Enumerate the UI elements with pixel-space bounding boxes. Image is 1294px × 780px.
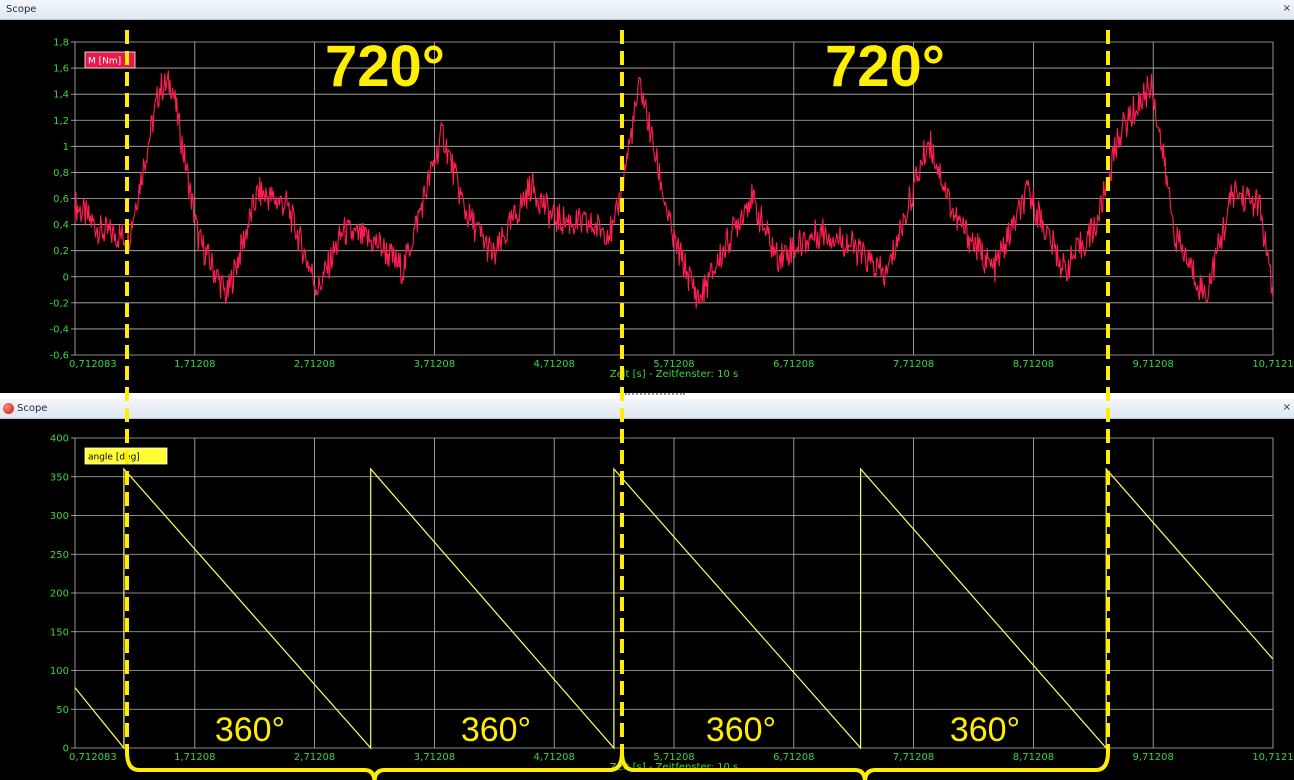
- y-tick-label: 1: [63, 142, 69, 153]
- y-tick-label: 0: [63, 272, 69, 283]
- cycle-brace: [125, 751, 624, 780]
- x-tick-label: 7,71208: [893, 752, 934, 763]
- angle-chart: 0,712083 1,71208 2,71208 3,71208 4,71208 5,71…: [0, 419, 1294, 780]
- x-axis-label: Zeit [s] - Zeitfenster: 10 s: [610, 369, 738, 380]
- y-tick-label: 400: [50, 434, 69, 445]
- scope-window-titlebar-bottom: Scope ×: [0, 399, 1294, 419]
- series-line-angle: [74, 467, 1274, 750]
- cycle-angle-label: 360°: [706, 711, 776, 749]
- close-icon[interactable]: ×: [1282, 3, 1291, 14]
- y-tick-label: 0,2: [53, 246, 69, 257]
- legend-label: angle [deg]: [88, 453, 140, 463]
- y-tick-label: 200: [50, 589, 69, 600]
- cycle-angle-label: 360°: [950, 711, 1020, 749]
- splitter-grip[interactable]: [625, 393, 685, 397]
- x-tick-label: 6,71208: [773, 359, 814, 370]
- x-tick-label: 6,71208: [773, 752, 814, 763]
- y-tick-label: 350: [50, 472, 69, 483]
- y-tick-label: 0,8: [53, 168, 69, 179]
- x-tick-label: 8,71208: [1013, 359, 1054, 370]
- x-tick-label: 2,71208: [294, 359, 335, 370]
- y-tick-label: 0,6: [53, 194, 69, 205]
- y-tick-label: 300: [50, 511, 69, 522]
- y-tick-label: -0,2: [49, 298, 69, 309]
- series-line-torque: [74, 70, 1274, 309]
- y-tick-label: 250: [50, 550, 69, 561]
- x-tick-label: 4,71208: [534, 752, 575, 763]
- plot-background: [0, 20, 1294, 393]
- torque-chart: 0,712083 1,71208 2,71208 3,71208 4,71208 5,71…: [0, 20, 1294, 393]
- x-tick-label: 2,71208: [294, 752, 335, 763]
- x-tick-label: 9,71208: [1133, 752, 1174, 763]
- y-tick-label: 0,4: [53, 220, 69, 231]
- x-tick-label: 9,71208: [1133, 359, 1174, 370]
- y-tick-label: 150: [50, 627, 69, 638]
- window-title: Scope: [17, 403, 48, 414]
- y-tick-label: 50: [56, 705, 69, 716]
- window-title: Scope: [6, 4, 37, 15]
- x-tick-label: 1,71208: [174, 359, 215, 370]
- x-tick-label: 10,7121: [1252, 752, 1293, 763]
- x-axis-label: Zeit [s] - Zeitfenster: 10 s: [610, 762, 738, 773]
- x-tick-label: 1,71208: [174, 752, 215, 763]
- x-tick-label: 4,71208: [534, 359, 575, 370]
- y-tick-label: 1,4: [53, 90, 69, 101]
- y-tick-label: 1,2: [53, 116, 69, 127]
- y-tick-label: -0,4: [49, 324, 69, 335]
- x-tick-label: 7,71208: [893, 359, 934, 370]
- y-tick-label: 1,6: [53, 64, 69, 75]
- x-tick-label: 5,71208: [653, 752, 694, 763]
- x-tick-label: 0,712083: [69, 752, 117, 763]
- cycle-angle-label: 720°: [325, 34, 445, 99]
- plot-background: [0, 419, 1294, 780]
- x-tick-label: 3,71208: [414, 752, 455, 763]
- x-tick-label: 0,712083: [69, 359, 117, 370]
- x-tick-label: 5,71208: [653, 359, 694, 370]
- cycle-brace: [620, 751, 1110, 780]
- cycle-angle-label: 720°: [825, 34, 945, 99]
- close-icon[interactable]: ×: [1282, 402, 1291, 413]
- scope-window-titlebar-top: Scope ×: [0, 0, 1294, 20]
- x-tick-label: 3,71208: [414, 359, 455, 370]
- y-tick-label: 100: [50, 666, 69, 677]
- legend-label: M [Nm]: [88, 57, 121, 67]
- cycle-angle-label: 360°: [461, 711, 531, 749]
- cycle-angle-label: 360°: [215, 711, 285, 749]
- y-tick-label: -0,6: [49, 351, 69, 362]
- y-tick-label: 0: [63, 744, 69, 755]
- record-icon[interactable]: [3, 403, 14, 414]
- legend-box[interactable]: [84, 51, 136, 69]
- x-tick-label: 10,7121: [1252, 359, 1293, 370]
- x-tick-label: 8,71208: [1013, 752, 1054, 763]
- y-tick-label: 1,8: [53, 38, 69, 49]
